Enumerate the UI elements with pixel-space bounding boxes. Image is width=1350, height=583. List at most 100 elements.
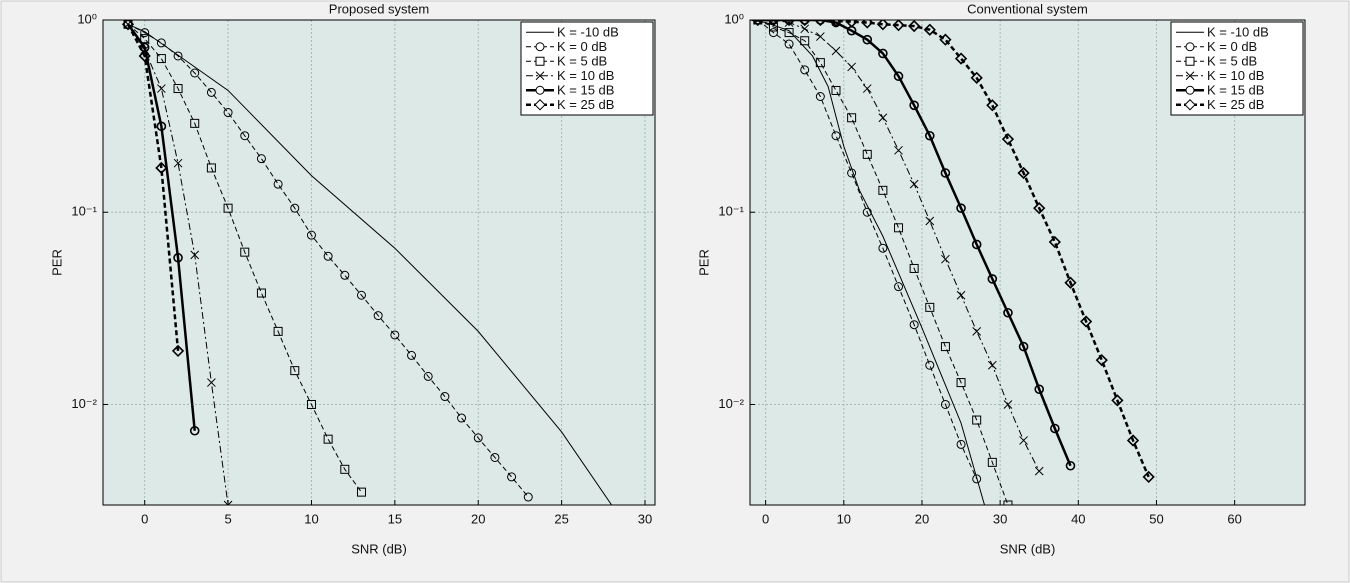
y-axis-label: PER — [49, 249, 64, 276]
legend-label: K = 15 dB — [1207, 83, 1264, 98]
marker — [273, 326, 283, 336]
x-tick-label: 15 — [388, 511, 402, 526]
marker — [862, 207, 872, 217]
series-line — [127, 23, 196, 431]
marker — [340, 270, 350, 280]
marker — [987, 360, 997, 370]
marker — [784, 20, 794, 27]
marker — [206, 87, 216, 97]
marker — [173, 252, 183, 263]
marker — [814, 20, 827, 27]
plot-frame — [102, 19, 656, 506]
marker — [987, 457, 997, 467]
marker — [157, 84, 166, 93]
marker — [909, 320, 919, 330]
marker — [987, 274, 998, 284]
marker — [356, 290, 366, 300]
marker — [956, 203, 966, 213]
marker — [784, 39, 794, 49]
series-line — [127, 23, 362, 493]
marker — [1034, 384, 1045, 395]
legend-label: K = 5 dB — [557, 54, 607, 69]
marker — [356, 487, 366, 497]
legend-label: K = 25 dB — [557, 97, 614, 112]
y-tick-label: 10⁻² — [71, 396, 97, 411]
marker — [1001, 133, 1015, 146]
x-tick-label: 40 — [1071, 511, 1085, 526]
marker — [878, 185, 888, 195]
legend-marker — [1185, 71, 1195, 81]
legend-marker — [1185, 85, 1195, 95]
marker — [206, 163, 216, 173]
marker — [956, 290, 966, 300]
marker — [306, 230, 316, 240]
marker — [1079, 315, 1093, 328]
marker — [878, 113, 888, 123]
marker — [507, 472, 517, 482]
legend-label: K = -10 dB — [1207, 25, 1269, 40]
x-tick-label: 50 — [1149, 511, 1163, 526]
series-layer — [121, 20, 613, 505]
marker — [939, 33, 952, 46]
marker — [956, 378, 966, 388]
marker — [323, 251, 333, 261]
legend-label: K = 5 dB — [1207, 54, 1257, 69]
marker — [190, 68, 200, 78]
marker — [800, 65, 810, 75]
marker — [800, 36, 810, 46]
legend-label: K = 10 dB — [1207, 68, 1264, 83]
marker — [490, 452, 500, 462]
marker — [156, 38, 166, 48]
series-line — [757, 20, 1150, 478]
marker — [908, 20, 921, 33]
marker — [256, 288, 266, 298]
marker — [829, 20, 843, 27]
marker — [1003, 307, 1013, 318]
marker — [1050, 423, 1060, 434]
marker — [473, 433, 483, 443]
marker — [894, 282, 904, 292]
legend-label: K = 10 dB — [557, 68, 614, 83]
marker — [925, 216, 935, 226]
marker — [831, 85, 841, 95]
marker — [290, 203, 300, 213]
x-tick-label: 60 — [1227, 511, 1241, 526]
marker — [121, 20, 135, 31]
marker — [940, 399, 950, 409]
plot-frame — [749, 19, 1306, 506]
series-line — [757, 20, 1072, 467]
x-axis-label: SNR (dB) — [351, 541, 407, 556]
marker — [862, 84, 872, 93]
marker — [457, 413, 467, 423]
marker — [878, 48, 888, 59]
marker — [956, 439, 966, 449]
marker — [1126, 434, 1140, 447]
marker — [1018, 341, 1029, 352]
marker — [925, 302, 935, 312]
x-axis-label: SNR (dB) — [1000, 541, 1056, 556]
marker — [1003, 400, 1013, 409]
x-tick-label: 20 — [915, 511, 929, 526]
marker — [923, 23, 936, 36]
series-line — [127, 23, 529, 498]
marker — [767, 20, 780, 27]
marker — [831, 46, 841, 56]
marker — [173, 158, 183, 168]
marker — [768, 22, 778, 32]
marker — [986, 99, 999, 112]
marker — [1048, 235, 1061, 249]
legend-marker — [534, 99, 546, 111]
series-line — [757, 20, 1009, 505]
marker — [1095, 354, 1108, 367]
marker — [815, 92, 825, 102]
marker — [972, 474, 982, 484]
marker — [798, 20, 811, 27]
marker — [190, 118, 200, 128]
legend-label: K = 25 dB — [1207, 97, 1264, 112]
marker — [1033, 202, 1046, 215]
x-tick-label: 5 — [224, 511, 231, 526]
marker — [847, 113, 857, 123]
marker — [1019, 436, 1028, 445]
marker — [831, 131, 841, 141]
